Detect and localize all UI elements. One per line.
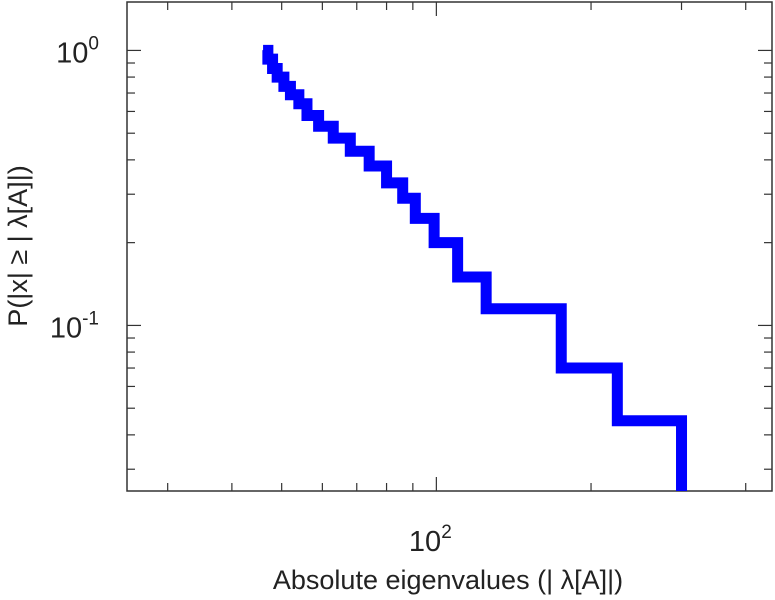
data-point bbox=[267, 58, 269, 60]
x-axis-label: Absolute eigenvalues (| λ[A]|) bbox=[273, 565, 623, 595]
data-point bbox=[289, 94, 291, 96]
data-point bbox=[276, 76, 278, 78]
data-point bbox=[485, 308, 487, 310]
data-point bbox=[414, 217, 416, 219]
data-point bbox=[368, 165, 370, 167]
data-point bbox=[349, 150, 351, 152]
minor-ticks bbox=[127, 2, 772, 491]
data-point bbox=[402, 197, 404, 199]
plot-frame bbox=[126, 1, 773, 492]
data-point bbox=[332, 137, 334, 139]
tick-labels: 100 10-1 102 bbox=[50, 33, 452, 558]
data-point bbox=[272, 67, 274, 69]
data-point bbox=[681, 450, 683, 452]
data-point bbox=[318, 125, 320, 127]
series-step-line bbox=[262, 44, 688, 491]
data-point bbox=[386, 182, 388, 184]
data-point bbox=[433, 242, 435, 244]
data-point bbox=[283, 85, 285, 87]
y-tick-label: 10-1 bbox=[50, 308, 99, 344]
y-tick-label: 100 bbox=[56, 33, 99, 69]
data-point bbox=[306, 114, 308, 116]
data-point bbox=[298, 103, 300, 105]
data-point bbox=[560, 367, 562, 369]
series-layer bbox=[262, 44, 688, 491]
data-point bbox=[262, 49, 264, 51]
data-point bbox=[457, 276, 459, 278]
x-tick-label: 102 bbox=[409, 522, 452, 558]
y-axis-label: P(|x| ≥ | λ[A]|) bbox=[3, 165, 33, 326]
data-point bbox=[616, 420, 618, 422]
